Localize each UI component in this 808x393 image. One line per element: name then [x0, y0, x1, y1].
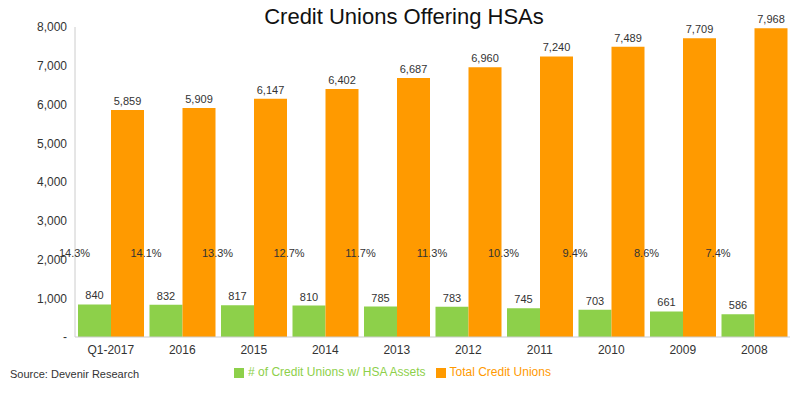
svg-text:586: 586 [729, 299, 747, 311]
svg-text:4,000: 4,000 [37, 175, 67, 189]
svg-text:7.4%: 7.4% [705, 247, 730, 259]
svg-text:2014: 2014 [312, 343, 339, 357]
svg-text:12.7%: 12.7% [273, 247, 304, 259]
svg-text:5,909: 5,909 [185, 93, 213, 105]
html-text:Credit Unions Offering HSAs: Credit Unions Offering HSAs [264, 4, 544, 29]
svg-text:6,402: 6,402 [328, 74, 356, 86]
svg-text:8.6%: 8.6% [634, 247, 659, 259]
svg-text:2009: 2009 [669, 343, 696, 357]
svg-text:2008: 2008 [741, 343, 768, 357]
svg-text:3,000: 3,000 [37, 214, 67, 228]
svg-text:2013: 2013 [383, 343, 410, 357]
html-text:Source: Devenir Research: Source: Devenir Research [10, 368, 139, 380]
svg-text:14.1%: 14.1% [130, 247, 161, 259]
svg-text:785: 785 [371, 292, 389, 304]
svg-text:2,000: 2,000 [37, 252, 67, 267]
svg-text:2015: 2015 [240, 343, 267, 357]
svg-text:7,000: 7,000 [37, 59, 67, 73]
svg-text:817: 817 [228, 290, 246, 302]
svg-text:13.3%: 13.3% [202, 247, 233, 259]
svg-text:5,859: 5,859 [114, 95, 142, 107]
svg-text:703: 703 [586, 295, 604, 307]
svg-text:5,000: 5,000 [37, 137, 67, 151]
svg-text:2010: 2010 [598, 343, 625, 357]
svg-text:1,000: 1,000 [37, 292, 67, 306]
svg-text:832: 832 [157, 290, 175, 302]
svg-text:2016: 2016 [169, 343, 196, 357]
svg-text:11.3%: 11.3% [417, 247, 448, 259]
svg-text:7,489: 7,489 [614, 32, 642, 44]
svg-text:6,687: 6,687 [400, 63, 428, 75]
html-text:# of Credit Unions w/ HSA Asse: # of Credit Unions w/ HSA Assets [248, 365, 426, 379]
svg-text:661: 661 [657, 296, 675, 308]
svg-text:6,000: 6,000 [37, 98, 67, 112]
svg-text:8,000: 8,000 [37, 20, 67, 34]
svg-text:10.3%: 10.3% [488, 247, 519, 259]
svg-text:2012: 2012 [455, 343, 482, 357]
svg-text:-: - [63, 330, 67, 344]
svg-text:6,147: 6,147 [257, 84, 285, 96]
svg-text:783: 783 [443, 292, 461, 304]
html-text:Total Credit Unions: Total Credit Unions [449, 365, 551, 379]
svg-text:2011: 2011 [527, 343, 553, 357]
svg-text:7,240: 7,240 [543, 41, 571, 53]
svg-text:14.3%: 14.3% [59, 247, 90, 259]
svg-text:7,968: 7,968 [757, 13, 785, 25]
svg-text:Q1-2017: Q1-2017 [87, 343, 134, 357]
svg-text:9.4%: 9.4% [562, 247, 587, 259]
svg-text:810: 810 [300, 291, 318, 303]
svg-text:7,709: 7,709 [686, 23, 714, 35]
svg-text:6,960: 6,960 [471, 52, 499, 64]
svg-text:11.7%: 11.7% [345, 247, 376, 259]
svg-text:840: 840 [85, 289, 103, 301]
svg-text:745: 745 [514, 293, 532, 305]
